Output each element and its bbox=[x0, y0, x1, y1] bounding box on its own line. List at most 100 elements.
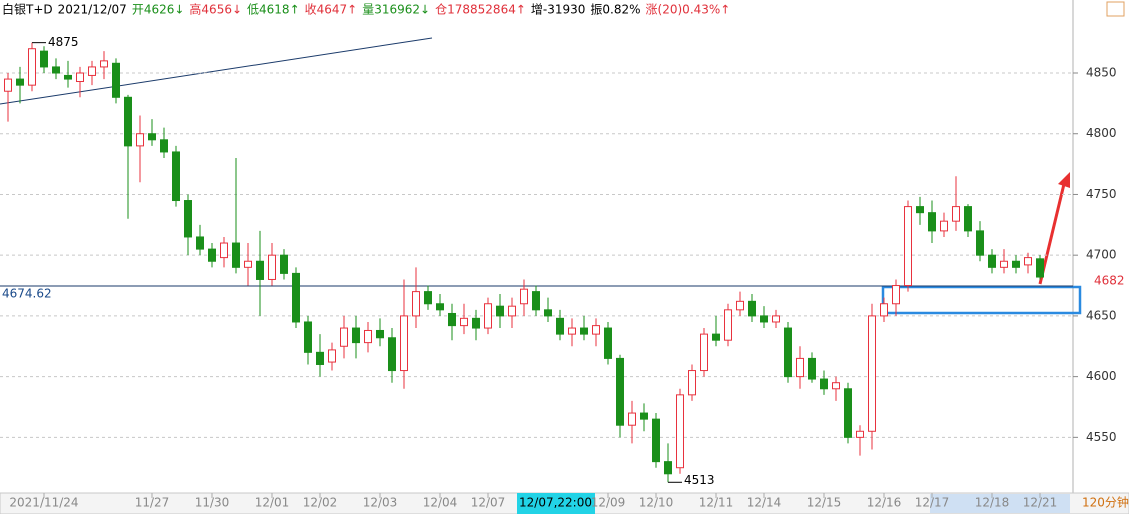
candle-body bbox=[904, 206, 912, 287]
candle-body bbox=[940, 220, 948, 232]
candle-body bbox=[628, 412, 636, 426]
x-tick-label: 12/01 bbox=[255, 496, 290, 510]
candle-body bbox=[328, 349, 336, 363]
candle-body bbox=[748, 300, 756, 317]
candle-body bbox=[448, 312, 456, 327]
candle-body bbox=[484, 303, 492, 329]
candle-body bbox=[100, 60, 108, 68]
candle-body bbox=[520, 288, 528, 305]
x-tick-label: 12/17 bbox=[915, 496, 950, 510]
candle-body bbox=[508, 305, 516, 317]
candle-body bbox=[460, 317, 468, 327]
candle-body bbox=[124, 96, 132, 147]
header-item: 收4647↑ bbox=[305, 3, 358, 17]
candle-body bbox=[652, 418, 660, 463]
header-item: 仓178852864↑ bbox=[435, 3, 526, 17]
x-tick-label: 12/04 bbox=[423, 496, 458, 510]
candle-body bbox=[112, 62, 120, 98]
candle-body bbox=[976, 230, 984, 256]
candle-body bbox=[700, 333, 708, 372]
candle-body bbox=[688, 370, 696, 396]
candle-body bbox=[880, 303, 888, 317]
candle-body bbox=[844, 388, 852, 438]
y-tick-label: 4650 bbox=[1086, 308, 1117, 322]
candle-body bbox=[412, 291, 420, 317]
candle-body bbox=[40, 50, 48, 68]
candle-body bbox=[472, 317, 480, 329]
candle-body bbox=[136, 133, 144, 147]
selection-range bbox=[930, 494, 1070, 513]
candle-body bbox=[268, 254, 276, 280]
x-tick-label: 12/16 bbox=[867, 496, 902, 510]
candle-body bbox=[292, 272, 300, 323]
candle-body bbox=[88, 66, 96, 76]
candle-body bbox=[340, 327, 348, 347]
candle-body bbox=[304, 321, 312, 353]
candle-body bbox=[184, 200, 192, 238]
period-label: 120分钟 bbox=[1082, 495, 1129, 510]
candle-body bbox=[928, 212, 936, 232]
header-item: 振0.82% bbox=[590, 3, 640, 17]
candle-body bbox=[244, 260, 252, 268]
header-item: 涨(20)0.43%↑ bbox=[646, 2, 731, 17]
candle-body bbox=[592, 325, 600, 335]
candle-body bbox=[148, 133, 156, 141]
candle-body bbox=[952, 206, 960, 222]
settings-icon[interactable] bbox=[1106, 1, 1125, 17]
candle-body bbox=[496, 305, 504, 317]
y-tick-label: 4700 bbox=[1086, 248, 1117, 262]
candle-body bbox=[4, 78, 12, 92]
x-tick-label: 11/30 bbox=[195, 496, 230, 510]
x-tick-label: 12/10 bbox=[639, 496, 674, 510]
candle-body bbox=[784, 327, 792, 378]
candle-body bbox=[316, 351, 324, 365]
candle-body bbox=[208, 248, 216, 262]
candle-body bbox=[172, 151, 180, 202]
candle-body bbox=[64, 74, 72, 80]
candle-body bbox=[400, 315, 408, 372]
last-price-label: 4682 bbox=[1094, 274, 1125, 288]
candle-body bbox=[220, 242, 228, 259]
header-item: 低4618↑ bbox=[247, 3, 300, 17]
header-item: 增-31930 bbox=[531, 3, 586, 17]
candle-body bbox=[640, 412, 648, 420]
candle-body bbox=[616, 357, 624, 426]
candle-body bbox=[892, 285, 900, 305]
candle-body bbox=[604, 327, 612, 359]
candle-body bbox=[160, 139, 168, 153]
highlight-box bbox=[881, 285, 1082, 315]
y-tick-label: 4850 bbox=[1086, 66, 1117, 80]
candle-body bbox=[436, 303, 444, 311]
candle-body bbox=[1036, 258, 1044, 278]
candle-body bbox=[280, 254, 288, 274]
x-tick-label: 11/27 bbox=[135, 496, 170, 510]
y-tick-label: 4600 bbox=[1086, 369, 1117, 383]
x-tick-label: 12/09 bbox=[591, 496, 626, 510]
candle-body bbox=[964, 206, 972, 232]
x-tick-label: 12/18 bbox=[975, 496, 1010, 510]
candle-body bbox=[712, 333, 720, 341]
x-tick-label: 12/07 bbox=[471, 496, 506, 510]
x-tick-label: 12/02 bbox=[303, 496, 338, 510]
y-tick-label: 4550 bbox=[1086, 430, 1117, 444]
x-tick-label: 12/14 bbox=[747, 496, 782, 510]
x-tick-label: 12/03 bbox=[363, 496, 398, 510]
y-tick-label: 4800 bbox=[1086, 126, 1117, 140]
candle-body bbox=[808, 357, 816, 380]
x-tick-label: 12/11 bbox=[699, 496, 734, 510]
candle-body bbox=[532, 291, 540, 311]
crosshair-x-label: 12/07,22:00 bbox=[519, 496, 592, 510]
candle-body bbox=[364, 329, 372, 344]
candle-body bbox=[724, 309, 732, 341]
trend-line bbox=[0, 37, 433, 105]
candle-body bbox=[424, 291, 432, 305]
candle-body bbox=[760, 315, 768, 323]
candle-body bbox=[664, 461, 672, 475]
candle-body bbox=[796, 357, 804, 378]
x-tick-label: 12/21 bbox=[1023, 496, 1058, 510]
candle-body bbox=[76, 72, 84, 83]
x-tick-label: 2021/11/24 bbox=[9, 496, 78, 510]
x-tick-label: 12/15 bbox=[807, 496, 842, 510]
